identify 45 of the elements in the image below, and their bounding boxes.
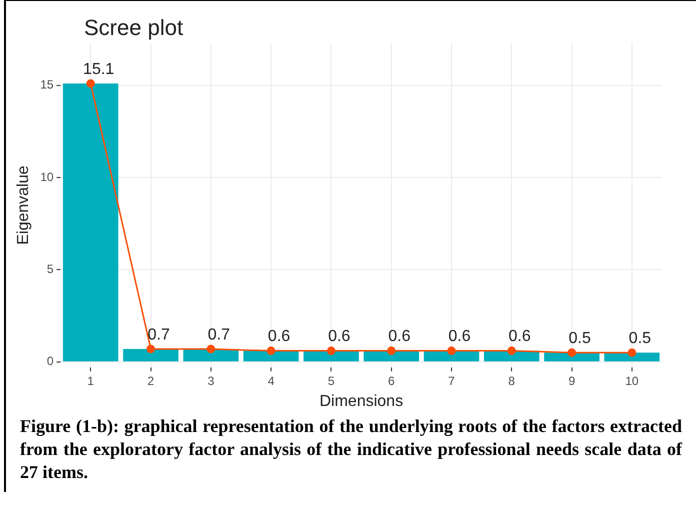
x-axis-title: Dimensions	[319, 392, 404, 410]
point	[628, 348, 636, 357]
x-tick-label: 6	[388, 374, 396, 388]
data-label: 0.5	[568, 330, 591, 348]
data-label: 15.1	[83, 60, 114, 78]
bar	[183, 348, 239, 362]
data-label: 0.7	[208, 326, 230, 344]
bar	[364, 350, 420, 362]
point	[86, 79, 95, 88]
x-tick-label: 7	[448, 374, 456, 388]
x-tick-label: 4	[268, 374, 275, 388]
y-axis-title: Eigenvalue	[15, 166, 32, 245]
y-tick-label: 5	[46, 262, 54, 276]
x-tick-label: 8	[508, 374, 516, 388]
data-label: 0.5	[628, 330, 652, 348]
point	[507, 346, 516, 356]
text: Figure (1-b): graphical representation of the underlying roots of the factors extracted from the exploratory factor analysis of the indicative professional needs scale data of 27 items.	[19, 415, 684, 484]
x-tick-label: 9	[568, 374, 576, 388]
x-tick-label: 3	[208, 374, 215, 388]
point	[266, 346, 276, 356]
bar	[123, 348, 178, 362]
x-tick-label: 5	[328, 374, 335, 388]
bar	[424, 350, 480, 362]
chart-title: Scree plot	[84, 15, 184, 41]
data-label: 0.6	[448, 328, 471, 346]
y-tick-label: 10	[40, 170, 54, 184]
data-label: 0.6	[328, 328, 350, 346]
x-tick-label: 2	[147, 374, 154, 388]
data-label: 0.6	[388, 328, 411, 346]
x-tick-label: 1	[87, 374, 94, 388]
data-label: 0.6	[508, 328, 531, 346]
point	[387, 346, 396, 356]
point	[146, 344, 156, 354]
point	[568, 348, 576, 357]
bar	[62, 84, 118, 362]
point	[447, 346, 456, 356]
point	[326, 346, 336, 356]
data-label: 0.6	[268, 328, 290, 346]
point	[206, 344, 216, 354]
bar	[304, 350, 359, 362]
y-tick-label: 0	[46, 354, 54, 368]
data-label: 0.7	[148, 326, 170, 344]
bar	[243, 350, 299, 362]
x-tick-label: 10	[625, 374, 639, 388]
y-tick-label: 15	[40, 78, 54, 92]
